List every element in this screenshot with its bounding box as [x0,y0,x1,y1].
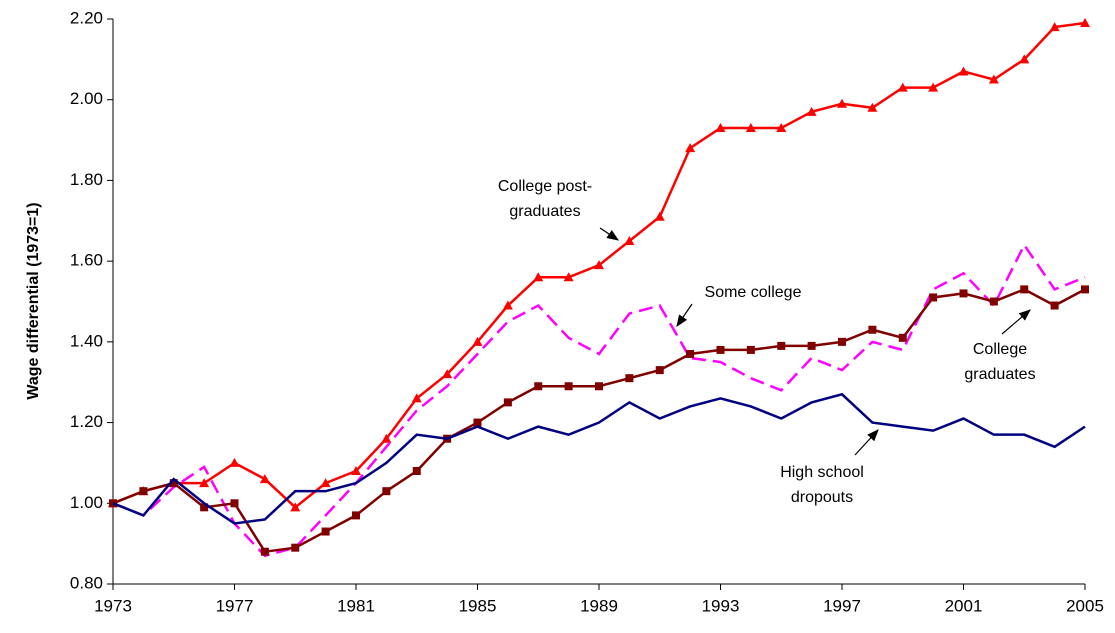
annotation-arrow [599,227,619,241]
marker [351,466,361,475]
y-tick-label: 1.80 [70,170,103,189]
marker [959,289,968,298]
marker [502,300,513,310]
y-axis-title: Wage differential (1973=1) [25,202,42,399]
marker [989,297,998,306]
marker [807,341,816,350]
marker [503,398,512,407]
x-tick-label: 1977 [216,596,254,615]
marker [259,474,270,484]
series-label: dropouts [791,489,853,506]
marker [776,122,787,132]
marker [1081,285,1089,294]
marker [534,382,543,391]
annotation-arrow [854,429,879,456]
marker [868,325,877,334]
marker [928,82,939,92]
marker [260,547,269,556]
marker [411,393,422,403]
marker [898,333,907,342]
marker [533,272,544,282]
marker [564,382,573,391]
y-tick-label: 1.60 [70,251,103,270]
marker [655,366,664,375]
series-line [112,288,1086,554]
series-line [112,242,1086,558]
marker [715,122,726,132]
marker [472,336,483,346]
marker [1049,22,1060,32]
marker [685,143,696,153]
y-tick-label: 1.20 [70,412,103,431]
marker [442,369,453,379]
x-tick-label: 2001 [945,596,983,615]
marker [229,457,240,467]
y-tick-label: 1.00 [70,493,103,512]
marker [654,211,665,221]
marker [199,478,210,488]
marker [382,487,391,496]
y-tick-label: 0.80 [70,573,103,592]
annotation-arrow [1001,309,1031,335]
marker [200,503,209,512]
marker [381,433,392,443]
marker [594,260,604,270]
marker [745,122,756,132]
x-tick-label: 2005 [1066,596,1104,615]
series-label: College [973,341,1027,358]
marker [290,502,301,512]
series-label: graduates [509,203,580,220]
x-tick-label: 1993 [702,596,740,615]
x-tick-label: 1973 [94,596,132,615]
x-tick-label: 1985 [459,596,497,615]
marker [1020,285,1029,294]
marker [777,341,786,350]
marker [291,543,300,552]
marker [624,235,635,245]
marker [169,479,178,488]
marker [139,487,148,496]
x-tick-label: 1989 [580,596,618,615]
marker [625,374,634,383]
annotation-arrow [676,303,693,327]
marker [988,74,999,84]
y-tick-label: 2.20 [70,8,103,27]
marker [837,98,847,108]
series-label: Some college [705,284,802,301]
marker [716,345,725,354]
marker [806,106,817,116]
marker [686,349,695,358]
marker [746,345,755,354]
marker [321,527,330,536]
marker [320,478,331,488]
marker [352,511,360,520]
marker [595,382,603,391]
x-tick-label: 1997 [823,596,861,615]
marker [929,293,938,302]
marker [230,499,239,508]
marker [958,66,969,76]
marker [838,337,846,346]
marker [1019,54,1030,64]
marker [563,272,574,282]
marker [897,82,908,92]
series-label: graduates [964,366,1035,383]
marker [867,102,878,112]
y-tick-label: 2.00 [70,89,103,108]
x-tick-label: 1981 [337,596,375,615]
marker [473,418,482,427]
series-line [112,392,1086,525]
marker [1080,18,1090,28]
y-tick-label: 1.40 [70,331,103,350]
series-label: College post- [498,178,592,195]
marker [412,467,421,475]
series-label: High school [780,464,864,481]
marker [1050,301,1059,310]
